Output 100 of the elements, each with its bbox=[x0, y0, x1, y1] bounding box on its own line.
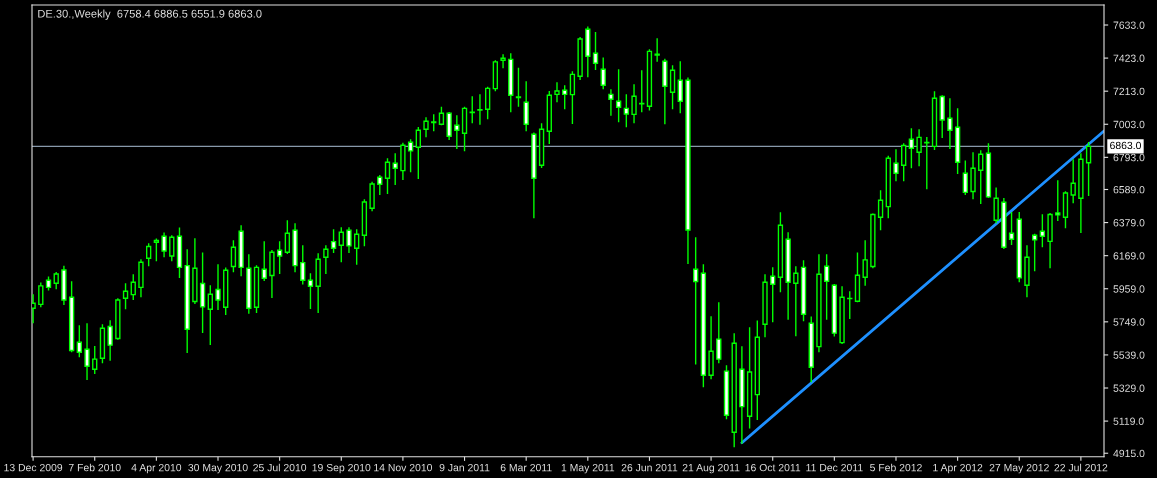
candlestick bbox=[1055, 180, 1061, 221]
candlestick bbox=[122, 283, 129, 310]
candlestick bbox=[300, 245, 306, 285]
candlestick bbox=[631, 84, 637, 124]
candlestick bbox=[947, 98, 953, 149]
x-tick-label: 30 May 2010 bbox=[188, 463, 248, 474]
x-tick-label: 6 Mar 2011 bbox=[500, 463, 552, 472]
candlestick bbox=[330, 229, 337, 253]
x-tick-label: 1 May 2011 bbox=[561, 463, 615, 474]
candlestick bbox=[169, 235, 175, 262]
y-tick-label: 5539.0 bbox=[1113, 351, 1145, 359]
x-tick-label: 22 Jul 2012 bbox=[1054, 463, 1108, 472]
candlestick bbox=[708, 316, 714, 380]
candlestick bbox=[1085, 141, 1092, 197]
candlestick bbox=[562, 85, 568, 110]
candlestick bbox=[939, 95, 945, 139]
candlestick bbox=[454, 115, 460, 149]
y-tick-label: 5119.0 bbox=[1113, 417, 1144, 425]
x-tick-label: 25 Jul 2010 bbox=[253, 463, 307, 472]
candlestick bbox=[862, 240, 868, 286]
candlestick bbox=[384, 158, 391, 194]
y-tick-label: 7633.0 bbox=[1113, 21, 1145, 29]
x-tick-label: 27 May 2012 bbox=[989, 463, 1049, 474]
y-tick-label: 5749.0 bbox=[1113, 318, 1145, 326]
candlestick bbox=[877, 190, 884, 231]
candlestick bbox=[554, 82, 560, 103]
x-tick-label: 19 Sep 2010 bbox=[312, 463, 371, 474]
candlestick bbox=[592, 31, 599, 70]
candlestick bbox=[407, 139, 414, 173]
candlestick bbox=[284, 220, 291, 254]
candlestick bbox=[469, 96, 475, 124]
candlestick bbox=[346, 227, 352, 253]
x-tick-label: 1 Apr 2012 bbox=[933, 463, 983, 474]
x-tick-label: 4 Apr 2010 bbox=[131, 463, 182, 474]
candlestick bbox=[623, 94, 630, 128]
x-tick-label: 21 Aug 2011 bbox=[682, 463, 740, 474]
candlestick bbox=[1031, 233, 1038, 272]
candlestick bbox=[484, 86, 491, 120]
candlestick bbox=[307, 273, 314, 309]
candlestick bbox=[230, 240, 237, 273]
y-tick-label: 5959.0 bbox=[1113, 285, 1145, 293]
candlestick bbox=[377, 174, 383, 195]
candlestick bbox=[153, 238, 160, 262]
candlestick bbox=[323, 245, 329, 275]
candlestick bbox=[392, 153, 398, 185]
y-tick-label: 4915.0 bbox=[1113, 449, 1145, 458]
candlestick bbox=[84, 323, 90, 380]
candlestick bbox=[199, 252, 206, 333]
candlestick bbox=[1070, 159, 1076, 204]
candlestick bbox=[970, 152, 976, 200]
candlestick bbox=[38, 282, 44, 308]
candlestick bbox=[908, 128, 915, 169]
candlestick bbox=[523, 81, 529, 132]
candlestick bbox=[500, 54, 506, 69]
x-tick-label: 26 Jun 2011 bbox=[621, 463, 678, 472]
candlestick bbox=[716, 302, 722, 364]
candlestick bbox=[615, 69, 622, 123]
y-tick-label: 6793.0 bbox=[1113, 153, 1145, 162]
candlestick bbox=[423, 117, 429, 138]
candlestick bbox=[978, 150, 984, 204]
candlestick bbox=[793, 266, 799, 337]
candlestick bbox=[692, 237, 699, 365]
candlestick bbox=[130, 274, 136, 301]
candlestick bbox=[161, 232, 167, 258]
candlestick bbox=[515, 67, 522, 107]
x-tick-label: 14 Nov 2010 bbox=[374, 463, 433, 472]
candlestick bbox=[901, 143, 907, 182]
candlestick bbox=[207, 285, 213, 345]
candlestick bbox=[569, 71, 576, 125]
candlestick bbox=[916, 129, 922, 167]
x-tick-label: 13 Dec 2009 bbox=[4, 463, 63, 472]
candlestick bbox=[677, 61, 683, 114]
candlestick bbox=[669, 65, 676, 110]
candlestick bbox=[893, 149, 899, 182]
x-tick-label: 16 Oct 2011 bbox=[745, 463, 801, 472]
candlestick bbox=[446, 111, 452, 140]
candlestick bbox=[338, 227, 344, 263]
candlestick bbox=[32, 294, 36, 324]
candlestick bbox=[962, 160, 968, 195]
candlestick bbox=[993, 187, 999, 224]
candlestick bbox=[770, 267, 776, 323]
x-tick-label: 11 Dec 2011 bbox=[806, 463, 863, 472]
y-tick-label: 6169.0 bbox=[1113, 252, 1145, 260]
candlestick bbox=[261, 241, 267, 281]
y-tick-label: 5329.0 bbox=[1113, 384, 1145, 392]
y-tick-label: 6379.0 bbox=[1113, 219, 1145, 227]
candlestick bbox=[608, 89, 614, 116]
candlestick bbox=[600, 57, 606, 90]
y-tick-label: 7423.0 bbox=[1113, 54, 1145, 62]
candlestick bbox=[823, 254, 830, 320]
candlestick bbox=[415, 126, 421, 180]
candlestick bbox=[145, 243, 152, 267]
candlestick bbox=[1008, 211, 1015, 246]
candlestick bbox=[76, 325, 83, 358]
ref-line-label: 6863.0 bbox=[1110, 141, 1142, 150]
y-tick-label: 7003.0 bbox=[1113, 120, 1145, 129]
chart-title: DE.30.,Weekly 6758.4 6886.5 6551.9 6863.0 bbox=[38, 9, 262, 20]
x-tick-label: 5 Feb 2012 bbox=[870, 463, 922, 472]
candlestick bbox=[1039, 214, 1046, 248]
candlestick bbox=[477, 94, 483, 125]
